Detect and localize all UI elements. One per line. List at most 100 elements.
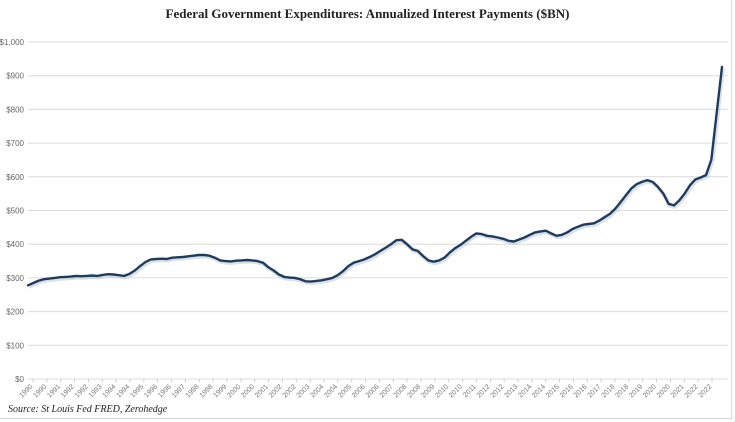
data-point [438,259,440,261]
data-point [449,252,451,254]
data-point [513,240,515,243]
x-tick-label: 2018 [600,383,616,399]
data-point [337,274,339,276]
data-point [539,230,542,232]
series-layer [26,65,725,289]
data-point [705,174,707,176]
x-tick-label: 2012 [490,383,506,399]
data-point [43,278,45,280]
x-tick-label: 1998 [185,383,201,399]
data-point [48,277,50,280]
data-point [710,159,712,161]
data-point [689,184,691,186]
x-tick-label: 1990 [18,383,34,399]
x-tick-label: 1999 [212,383,228,399]
x-tick-label: 1993 [88,383,104,399]
data-point [593,222,595,224]
x-tick-label: 2014 [517,383,533,399]
data-point [358,260,360,262]
x-tick-label: 2016 [559,383,575,399]
data-point [96,275,98,277]
data-point [433,261,435,263]
data-point [176,256,179,258]
data-point [619,201,622,203]
series-line [26,65,724,287]
data-point [283,276,285,278]
y-tick-label: $1,000 [0,38,25,47]
data-point [182,256,184,258]
x-tick-label: 1992 [74,383,90,399]
data-point [203,254,205,256]
data-point [491,235,494,238]
data-point [107,273,109,275]
data-point [134,269,136,272]
x-tick-label: 1990 [32,383,48,399]
data-point [219,259,221,261]
data-point [288,276,291,279]
data-point [166,258,168,260]
data-point [550,232,552,235]
data-point [529,234,531,236]
data-point [353,262,355,264]
x-tick-label: 2012 [476,383,492,399]
data-point [721,66,723,68]
x-tick-label: 2004 [323,383,339,399]
x-tick-label: 2013 [503,383,519,399]
x-tick-label: 2006 [351,383,367,399]
data-point [406,243,408,245]
gridlines [28,41,728,380]
y-tick-label: $200 [6,308,24,317]
data-point [59,276,61,278]
data-point [192,255,195,257]
data-point [379,250,381,252]
data-point [577,226,579,228]
x-tick-label: 2022 [684,383,700,399]
data-point [395,239,397,241]
data-point [385,246,387,249]
data-point [609,213,611,215]
x-tick-label: 1998 [199,383,215,399]
x-tick-label: 2010 [434,383,450,399]
data-point [315,280,317,282]
x-tick-label: 2017 [587,383,603,399]
data-point [70,275,72,278]
data-point [582,224,584,226]
data-point [443,257,445,259]
data-point [507,240,510,242]
data-point [187,255,189,257]
y-axis-ticks: $0 $100 $200 $300 $400 $500 $600 $700 $800 $900 $1… [0,38,25,384]
data-point [662,193,664,195]
data-point [470,236,472,238]
data-point [208,255,211,257]
data-point [160,258,163,260]
data-point [150,258,152,260]
x-tick-label: 2000 [240,383,256,399]
x-tick-label: 2009 [420,383,436,399]
y-tick-label: $900 [6,72,24,81]
data-point [321,279,323,281]
data-point [465,240,467,242]
data-point [673,204,675,207]
x-tick-label: 2018 [614,383,630,399]
data-point [646,179,648,181]
data-point [716,112,718,114]
x-tick-label: 2008 [393,383,409,399]
data-point [422,255,424,257]
x-tick-label: 2019 [628,383,644,399]
data-point [246,259,248,261]
data-point [417,250,419,252]
data-point [230,260,232,262]
data-point [235,260,237,262]
data-point [310,281,312,283]
x-tick-label: 2000 [226,383,242,399]
y-tick-label: $700 [6,139,24,148]
x-tick-label: 2006 [365,383,381,399]
x-tick-label: 2003 [296,383,312,399]
y-tick-label: $0 [15,375,24,384]
x-tick-label: 2015 [545,383,561,399]
data-point [700,176,702,179]
data-point [369,256,371,258]
data-point [684,193,686,195]
data-point [518,238,520,241]
